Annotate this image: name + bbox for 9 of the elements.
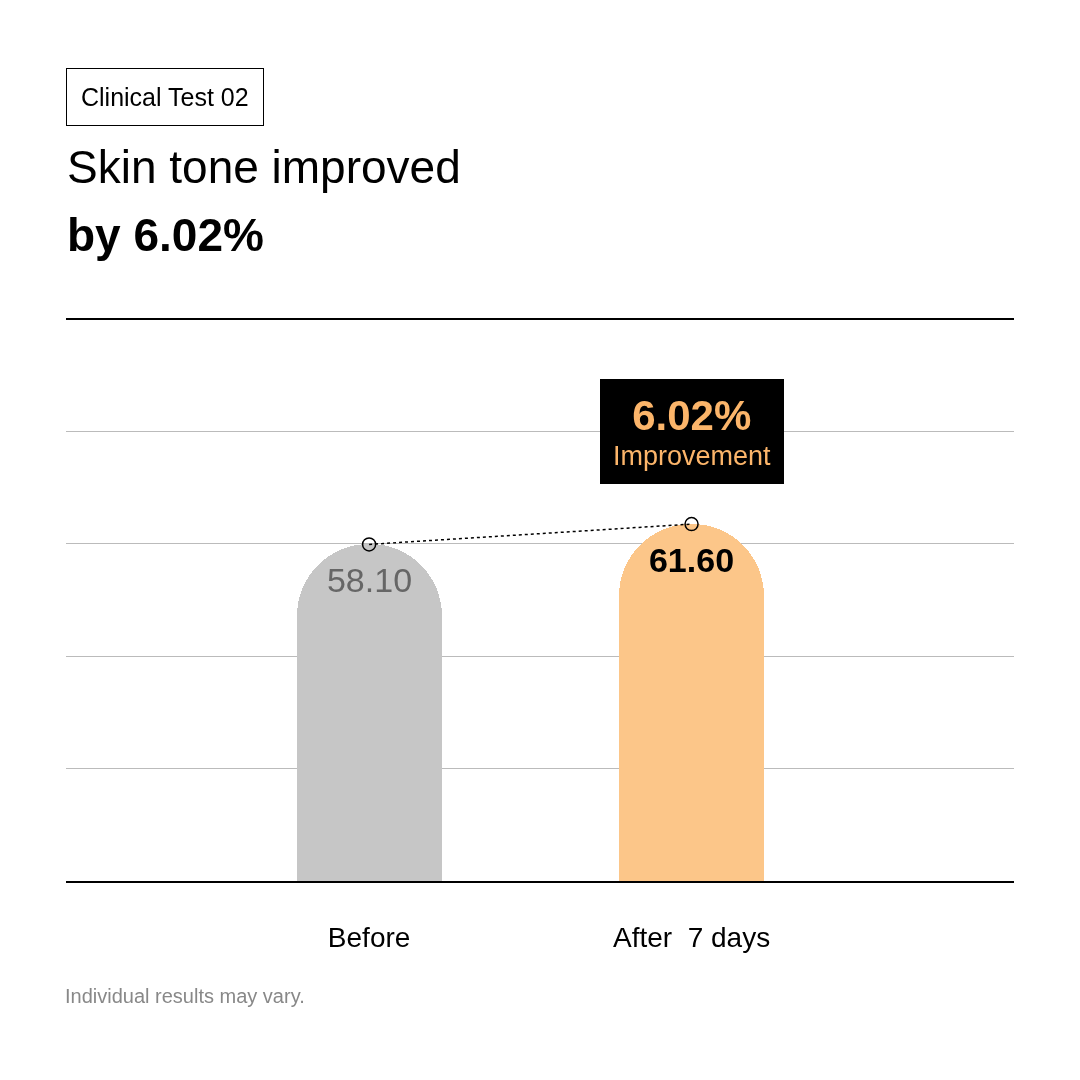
chart-title: Skin tone improved [67,141,461,193]
annotation: 6.02% Improvement [613,392,772,472]
chart-subtitle: by 6.02% [67,209,264,261]
text: Individual results may vary. [65,985,305,1007]
data-label: 58.10 [326,561,413,600]
x-tick-label: After 7 days [612,921,771,953]
text: Clinical Test 02 [81,83,249,111]
data-label: 61.60 [648,541,735,580]
x-tick-label: Before [327,921,411,953]
